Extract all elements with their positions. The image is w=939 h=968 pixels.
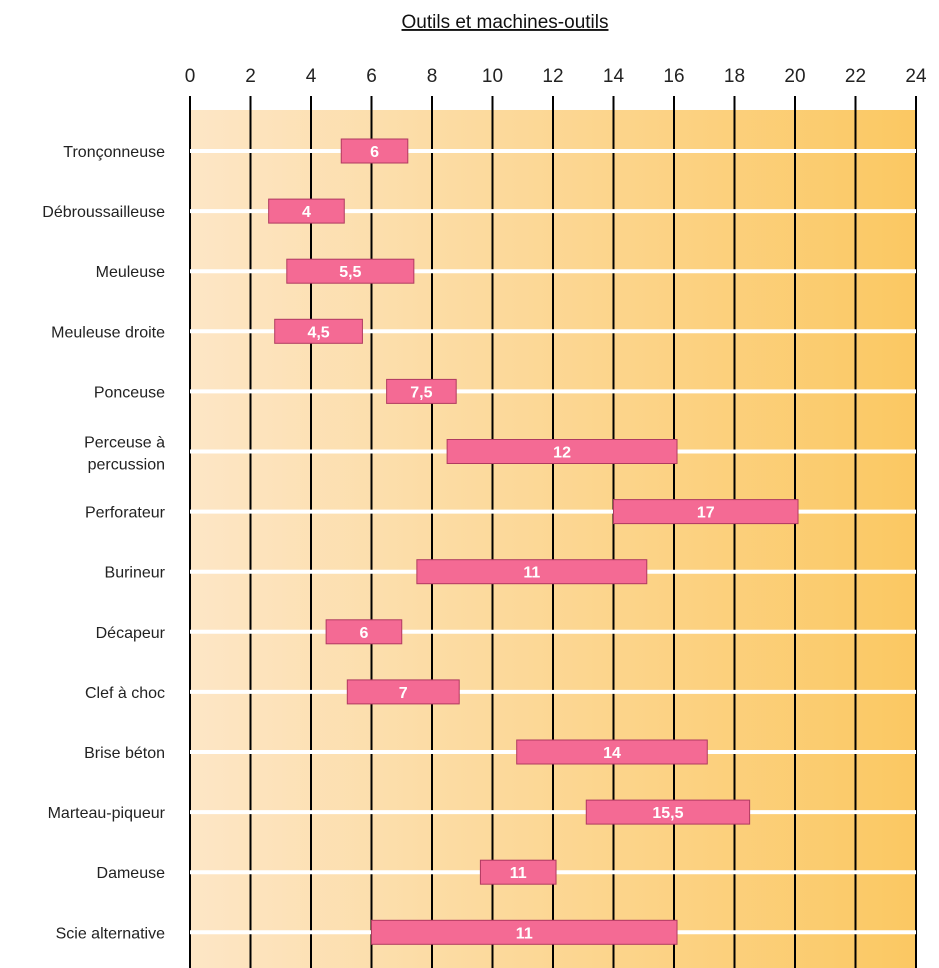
bar-value-label: 6 bbox=[359, 625, 368, 642]
bar bbox=[371, 919, 678, 945]
bar bbox=[479, 859, 557, 885]
bar-value-label: 7,5 bbox=[410, 384, 432, 401]
x-tick-label: 24 bbox=[905, 66, 927, 87]
x-tick-label: 12 bbox=[542, 66, 563, 87]
x-tick-label: 10 bbox=[482, 66, 503, 87]
bar bbox=[386, 378, 457, 404]
bar-value-label: 11 bbox=[516, 925, 533, 942]
bar-value-label: 17 bbox=[697, 505, 715, 522]
category-label: Décapeur bbox=[96, 625, 166, 642]
category-label: Scie alternative bbox=[56, 925, 165, 942]
category-label: Débroussailleuse bbox=[42, 204, 165, 221]
bar bbox=[346, 679, 460, 705]
category-label: Perceuse à percussion bbox=[84, 435, 165, 474]
category-label: Marteau-piqueur bbox=[48, 805, 166, 822]
bar-value-label: 14 bbox=[603, 745, 621, 762]
x-tick-label: 6 bbox=[366, 66, 377, 87]
bar bbox=[340, 138, 409, 164]
bar bbox=[286, 258, 415, 284]
x-tick-label: 8 bbox=[427, 66, 438, 87]
bar bbox=[613, 499, 799, 525]
category-label: Dameuse bbox=[97, 865, 166, 882]
x-tick-label: 16 bbox=[663, 66, 684, 87]
bar-value-label: 7 bbox=[399, 685, 408, 702]
category-label: Meuleuse bbox=[96, 264, 165, 281]
category-label: Perforateur bbox=[85, 505, 166, 522]
category-label: Brise béton bbox=[84, 745, 165, 762]
category-label: Tronçonneuse bbox=[63, 144, 165, 161]
bar-value-label: 5,5 bbox=[339, 264, 361, 281]
x-tick-label: 18 bbox=[724, 66, 745, 87]
category-labels: Tronçonneuse Débroussailleuse Meuleuse Meul… bbox=[42, 144, 165, 942]
chart-title: Outils et machines-outils bbox=[402, 12, 609, 33]
x-tick-label: 2 bbox=[245, 66, 256, 87]
bar-value-label: 4,5 bbox=[307, 324, 329, 341]
bar-value-label: 11 bbox=[523, 565, 540, 582]
bar bbox=[268, 198, 345, 224]
bar-value-label: 6 bbox=[370, 144, 379, 161]
bar-value-label: 4 bbox=[302, 204, 311, 221]
bars: 6 4 5,5 4,5 7,5 12 17 11 6 7 14 15,5 11 11 bbox=[268, 138, 799, 945]
bar bbox=[274, 318, 363, 344]
bar bbox=[446, 439, 678, 464]
x-tick-label: 4 bbox=[306, 66, 317, 87]
x-tick-label: 14 bbox=[603, 66, 625, 87]
x-axis-ticks: 0 2 4 6 8 10 12 14 16 18 20 22 24 bbox=[185, 66, 927, 87]
bar-value-label: 12 bbox=[553, 445, 571, 462]
bar bbox=[516, 739, 708, 765]
category-label: Meuleuse droite bbox=[51, 324, 165, 341]
category-label: Clef à choc bbox=[85, 685, 165, 702]
bar-value-label: 11 bbox=[510, 865, 527, 882]
x-tick-label: 22 bbox=[845, 66, 866, 87]
category-label: Burineur bbox=[105, 565, 166, 582]
category-label: Ponceuse bbox=[94, 384, 165, 401]
x-tick-label: 20 bbox=[784, 66, 805, 87]
bar bbox=[325, 619, 403, 645]
bar-value-label: 15,5 bbox=[652, 805, 683, 822]
x-tick-label: 0 bbox=[185, 66, 196, 87]
bar bbox=[416, 559, 648, 585]
bar bbox=[585, 799, 751, 825]
